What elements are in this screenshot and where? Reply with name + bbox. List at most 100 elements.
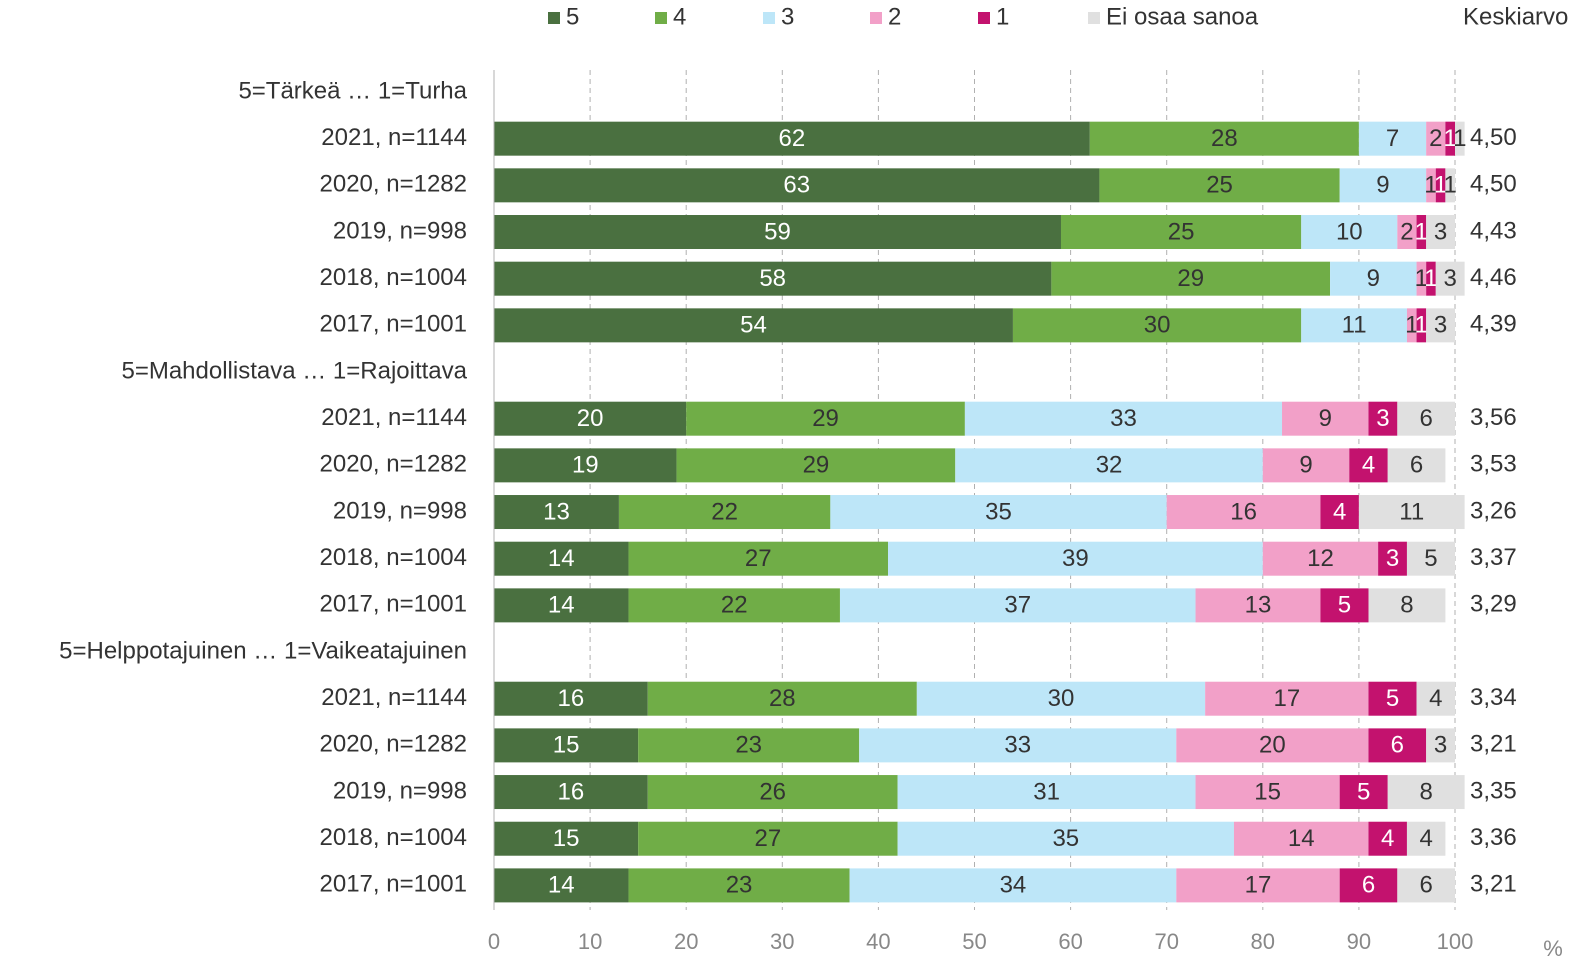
bar-segment: [1387, 448, 1446, 483]
value-label: 23: [735, 732, 762, 759]
bar-segment: [1416, 261, 1427, 296]
value-label: 1: [1444, 172, 1457, 199]
category-label: 5=Helppotajuinen … 1=Vaikeatajuinen: [59, 637, 467, 664]
value-label: 1: [1453, 125, 1466, 152]
value-label: 26: [759, 778, 786, 805]
value-label: 4: [1429, 685, 1442, 712]
bar-segment: [955, 448, 1263, 483]
value-label: 10: [1336, 218, 1363, 245]
value-label: 3: [1434, 312, 1447, 339]
value-label: 30: [1144, 312, 1171, 339]
value-label: 33: [1004, 732, 1031, 759]
bar-segment: [1406, 821, 1446, 856]
value-label: 9: [1367, 265, 1380, 292]
bar-segment: [1262, 541, 1379, 576]
bar-segment: [1176, 868, 1340, 903]
value-label: 6: [1362, 872, 1375, 899]
legend-swatch: [978, 12, 990, 24]
value-label: 1: [1415, 218, 1428, 245]
category-label: 2017, n=1001: [320, 871, 467, 898]
bar-segment: [1406, 541, 1455, 576]
bar-segment: [1445, 168, 1455, 203]
bar-segment: [494, 868, 629, 903]
bar-segment: [1176, 728, 1369, 763]
category-label: 2017, n=1001: [320, 311, 467, 338]
bar-segment: [1099, 168, 1340, 203]
bar-segment: [494, 541, 629, 576]
bar-segment: [1051, 261, 1331, 296]
value-label: 32: [1096, 452, 1123, 479]
bar-segment: [839, 588, 1196, 623]
bar-segment: [916, 681, 1206, 716]
bar-segment: [1416, 681, 1455, 716]
bar-segment: [1195, 588, 1321, 623]
bar-segment: [1368, 821, 1407, 856]
mean-label: 4,43: [1470, 217, 1517, 244]
value-label: 5: [1338, 592, 1351, 619]
value-label: 22: [721, 592, 748, 619]
x-tick-label: 100: [1437, 929, 1474, 954]
bar-segment: [494, 588, 629, 623]
bar-segment: [494, 121, 1090, 156]
value-label: 14: [548, 872, 575, 899]
mean-label: 3,34: [1470, 684, 1517, 711]
value-label: 1: [1415, 265, 1428, 292]
bar-segment: [1416, 308, 1427, 343]
bar-segment: [494, 495, 619, 530]
bar-segment: [494, 775, 648, 810]
value-label: 31: [1033, 778, 1060, 805]
value-label: 28: [769, 685, 796, 712]
mean-label: 3,35: [1470, 777, 1517, 804]
value-label: 35: [1052, 825, 1079, 852]
bar-segment: [1358, 495, 1465, 530]
value-label: 27: [745, 545, 772, 572]
value-label: 63: [783, 172, 810, 199]
bar-segment: [1455, 121, 1465, 156]
legend-label: 2: [888, 3, 901, 30]
value-label: 25: [1168, 218, 1195, 245]
bar-segment: [1445, 121, 1455, 156]
value-label: 39: [1062, 545, 1089, 572]
value-label: 3: [1376, 405, 1389, 432]
bar-segment: [1368, 401, 1398, 436]
bar-segment: [494, 215, 1061, 250]
value-label: 4: [1333, 498, 1346, 525]
category-label: 2019, n=998: [333, 777, 467, 804]
bar-segment: [628, 541, 889, 576]
bar-segment: [1426, 261, 1436, 296]
bar-segment: [1368, 681, 1417, 716]
bar-segment: [647, 681, 917, 716]
value-label: 3: [1434, 218, 1447, 245]
bar-segment: [1435, 261, 1465, 296]
value-label: 3: [1434, 732, 1447, 759]
value-label: 14: [1288, 825, 1315, 852]
category-label: 2021, n=1144: [321, 404, 467, 431]
category-label: 2017, n=1001: [320, 591, 467, 618]
bar-segment: [494, 448, 677, 483]
value-label: 25: [1206, 172, 1233, 199]
category-label: 5=Tärkeä … 1=Turha: [238, 77, 467, 104]
legend-label: 1: [996, 3, 1009, 30]
x-tick-label: 80: [1251, 929, 1275, 954]
x-tick-label: 20: [674, 929, 698, 954]
bar-segment: [1387, 775, 1465, 810]
bar-segment: [494, 168, 1100, 203]
bar-segment: [830, 495, 1167, 530]
value-label: 13: [543, 498, 570, 525]
value-label: 4: [1362, 452, 1375, 479]
value-label: 58: [759, 265, 786, 292]
bar-segment: [1262, 448, 1350, 483]
value-label: 8: [1400, 592, 1413, 619]
bar-segment: [1233, 821, 1369, 856]
value-label: 14: [548, 592, 575, 619]
bar-segment: [1397, 215, 1417, 250]
bar-segment: [494, 308, 1013, 343]
value-label: 54: [740, 312, 767, 339]
bar-segment: [897, 821, 1234, 856]
x-tick-label: 30: [770, 929, 794, 954]
mean-label: 3,56: [1470, 404, 1517, 431]
category-label: 2020, n=1282: [320, 451, 467, 478]
mean-label: 3,29: [1470, 591, 1517, 618]
legend-swatch: [548, 12, 560, 24]
bar-segment: [1435, 168, 1446, 203]
